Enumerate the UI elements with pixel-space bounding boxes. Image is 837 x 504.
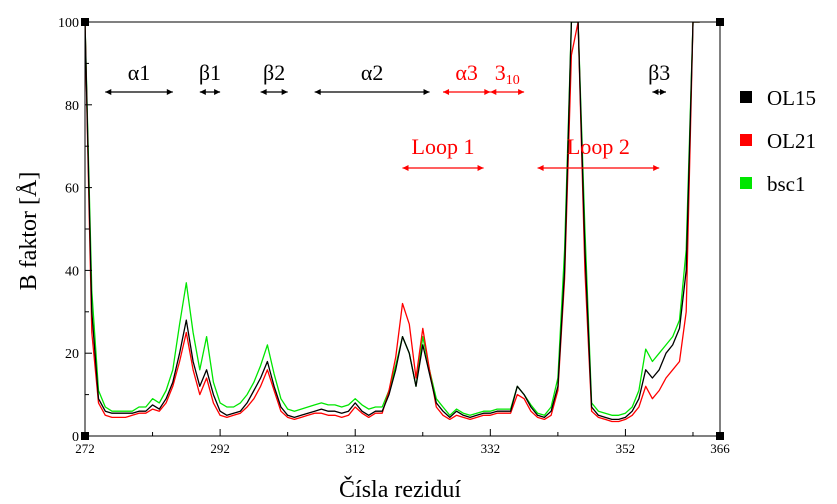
annotation-arrow-α3 <box>443 89 491 95</box>
annotation-arrow-loop-1 <box>402 165 484 171</box>
y-tick-label: 0 <box>72 430 79 445</box>
x-tick-label: 292 <box>210 441 230 456</box>
legend-label-ol21: OL21 <box>767 129 816 153</box>
plot-frame <box>84 21 721 437</box>
annotation-label-α3: α3 <box>455 60 478 85</box>
annotation-arrow-α1 <box>105 89 173 95</box>
legend-swatch-ol21 <box>740 134 752 146</box>
x-tick-label: 332 <box>481 441 501 456</box>
x-tick-label: 352 <box>616 441 636 456</box>
y-tick-label: 40 <box>65 264 79 279</box>
x-tick-label: 312 <box>345 441 365 456</box>
y-tick-label: 100 <box>58 16 79 31</box>
series-line-bsc1 <box>85 22 700 416</box>
legend-label-bsc1: bsc1 <box>767 172 806 196</box>
annotation-label-3: 310 <box>495 60 520 88</box>
annotation-label-β1: β1 <box>199 60 221 85</box>
annotation-label-loop-2: Loop 2 <box>567 134 630 159</box>
y-tick-label: 20 <box>65 347 79 362</box>
series-layer <box>85 22 700 423</box>
legend-label-ol15: OL15 <box>767 86 816 110</box>
annotation-label-α2: α2 <box>361 60 384 85</box>
legend-swatch-bsc1 <box>740 177 752 189</box>
series-line-ol15 <box>85 22 700 421</box>
annotation-arrow-β1 <box>199 89 221 95</box>
annotation-label-α1: α1 <box>128 60 151 85</box>
y-tick-label: 80 <box>65 99 79 114</box>
annotation-arrow-loop-2 <box>537 165 660 171</box>
annotation-label-loop-1: Loop 1 <box>412 134 475 159</box>
x-tick-label: 366 <box>710 441 730 456</box>
annotation-arrow-α2 <box>314 89 430 95</box>
annotation-layer: α1 β1 β2 α2 β3 α3 310 Loop 1 Loop 2 <box>105 60 670 171</box>
y-axis-label: B faktor [Å] <box>16 172 42 291</box>
x-axis-label: Čísla reziduí <box>339 476 461 503</box>
x-tick-label: 272 <box>75 441 95 456</box>
y-tick-label: 60 <box>65 182 79 197</box>
annotation-arrow-3 <box>490 89 525 95</box>
annotation-label-β2: β2 <box>263 60 285 85</box>
legend-swatch-ol15 <box>740 91 752 103</box>
axis-layer: 272 292 312 332 352 366 0 20 40 60 80 100 <box>58 16 730 456</box>
legend: OL15 OL21 bsc1 <box>740 86 816 196</box>
series-line-ol21 <box>85 22 700 423</box>
corner-marker <box>716 18 724 26</box>
annotation-arrow-β2 <box>260 89 288 95</box>
annotation-label-β3: β3 <box>648 60 670 85</box>
annotation-arrow-β3 <box>652 89 666 95</box>
